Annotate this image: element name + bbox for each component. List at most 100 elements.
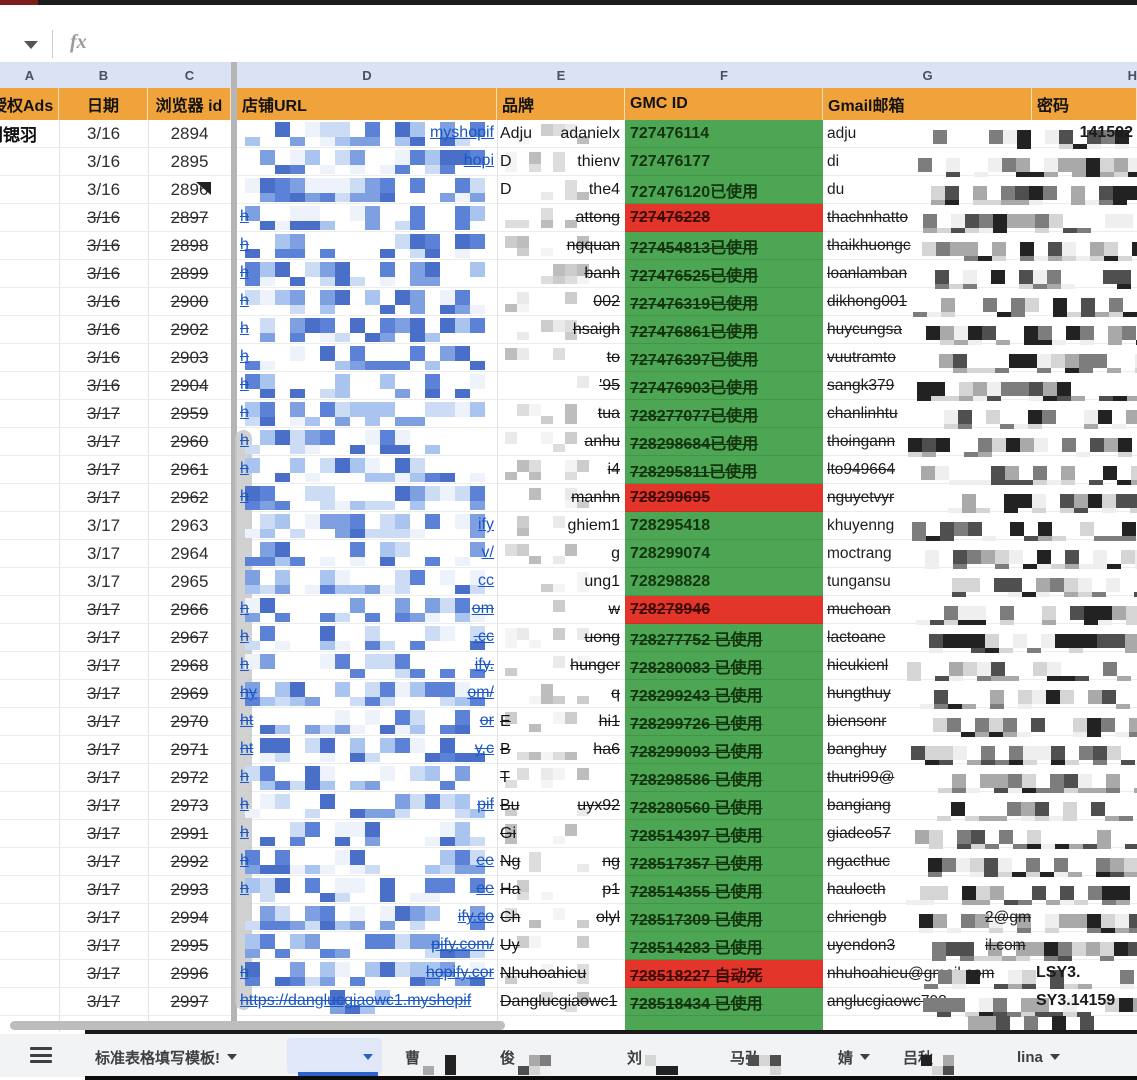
url-fragment-left[interactable]: h bbox=[240, 628, 249, 645]
cell-date[interactable]: 3/17 bbox=[59, 568, 148, 596]
cell-ads-owner[interactable] bbox=[0, 680, 59, 708]
cell-brand[interactable]: tua bbox=[497, 400, 625, 428]
cell-gmc-id[interactable]: 728514355 已使用 bbox=[625, 876, 823, 904]
cell-browser-id[interactable]: 2896 bbox=[148, 176, 231, 204]
url-fragment-left[interactable]: h bbox=[240, 852, 249, 869]
cell-shop-url[interactable]: h bbox=[237, 764, 497, 792]
cell-ads-owner[interactable]: 刘锶羽 bbox=[0, 120, 59, 148]
cell-date[interactable]: 3/16 bbox=[59, 176, 148, 204]
cell-browser-id[interactable]: 2904 bbox=[148, 372, 231, 400]
cell-brand[interactable]: attong bbox=[497, 204, 625, 232]
cell-brand[interactable]: T bbox=[497, 764, 625, 792]
cell-brand[interactable]: Adju adanielx bbox=[497, 120, 625, 148]
cell-browser-id[interactable]: 2959 bbox=[148, 400, 231, 428]
cell-brand[interactable]: '95 bbox=[497, 372, 625, 400]
cell-ads-owner[interactable] bbox=[0, 428, 59, 456]
sheet-tab-8[interactable]: lina bbox=[1017, 1042, 1060, 1072]
url-fragment-right[interactable]: .cc bbox=[473, 628, 494, 645]
url-fragment-right[interactable]: om/ bbox=[467, 684, 494, 701]
cell-browser-id[interactable]: 2971 bbox=[148, 736, 231, 764]
cell-browser-id[interactable]: 2963 bbox=[148, 512, 231, 540]
cell-gmc-id[interactable]: 728298684已使用 bbox=[625, 428, 823, 456]
url-fragment-left[interactable]: h bbox=[240, 348, 249, 365]
frozen-pane-divider[interactable] bbox=[231, 62, 237, 1032]
cell-ads-owner[interactable] bbox=[0, 848, 59, 876]
cell-ads-owner[interactable] bbox=[0, 596, 59, 624]
cell-browser-id[interactable]: 2995 bbox=[148, 932, 231, 960]
cell-date[interactable]: 3/17 bbox=[59, 848, 148, 876]
cell-gmc-id[interactable]: 728518227 自动死 bbox=[625, 960, 823, 988]
cell-date[interactable]: 3/16 bbox=[59, 120, 148, 148]
sheet-tab-4[interactable]: 刘 bbox=[627, 1042, 642, 1072]
cell-ads-owner[interactable] bbox=[0, 736, 59, 764]
active-tab-dropdown-icon[interactable] bbox=[363, 1054, 373, 1060]
cell-gmc-id[interactable]: 728277077已使用 bbox=[625, 400, 823, 428]
cell-browser-id[interactable]: 2973 bbox=[148, 792, 231, 820]
cell-browser-id[interactable]: 2996 bbox=[148, 960, 231, 988]
cell-ads-owner[interactable] bbox=[0, 484, 59, 512]
header-cell-3[interactable]: 店铺URL bbox=[237, 88, 497, 120]
header-cell-0[interactable]: 授权Ads bbox=[0, 88, 59, 120]
cell-gmail[interactable]: khuyenng bbox=[823, 512, 1137, 540]
cell-date[interactable]: 3/17 bbox=[59, 428, 148, 456]
cell-gmc-id[interactable]: 727454813已使用 bbox=[625, 232, 823, 260]
cell-brand[interactable]: anhu bbox=[497, 428, 625, 456]
cell-browser-id[interactable]: 2902 bbox=[148, 316, 231, 344]
cell-date[interactable]: 3/16 bbox=[59, 148, 148, 176]
column-header-d[interactable]: D bbox=[237, 62, 498, 88]
cell-ads-owner[interactable] bbox=[0, 316, 59, 344]
url-fragment-left[interactable]: h bbox=[240, 404, 249, 421]
cell-ads-owner[interactable] bbox=[0, 624, 59, 652]
url-fragment-right[interactable]: ee bbox=[476, 880, 494, 897]
cell-brand[interactable]: ung1 bbox=[497, 568, 625, 596]
cell-ads-owner[interactable] bbox=[0, 400, 59, 428]
cell-gmail[interactable]: adju bbox=[823, 120, 1137, 148]
cell-date[interactable]: 3/16 bbox=[59, 204, 148, 232]
header-cell-7[interactable]: 密码 bbox=[1032, 88, 1137, 120]
cell-shop-url[interactable]: cc bbox=[237, 568, 497, 596]
cell-date[interactable]: 3/17 bbox=[59, 680, 148, 708]
cell-shop-url[interactable]: h bbox=[237, 484, 497, 512]
cell-browser-id[interactable]: 2964 bbox=[148, 540, 231, 568]
cell-gmail[interactable]: moctrang bbox=[823, 540, 1137, 568]
url-fragment-right[interactable]: cc bbox=[478, 572, 494, 589]
url-fragment-right[interactable]: y.c bbox=[474, 740, 494, 757]
cell-shop-url[interactable]: h ify. bbox=[237, 652, 497, 680]
url-fragment-right[interactable]: hopify.cor bbox=[425, 964, 494, 981]
column-header-f[interactable]: F bbox=[625, 62, 824, 88]
cell-brand[interactable]: Nhuhoahieu bbox=[497, 960, 625, 988]
cell-ads-owner[interactable] bbox=[0, 568, 59, 596]
cell-browser-id[interactable]: 2899 bbox=[148, 260, 231, 288]
url-fragment-left[interactable]: h bbox=[240, 656, 249, 673]
cell-gmc-id[interactable]: 727476861已使用 bbox=[625, 316, 823, 344]
cell-shop-url[interactable]: h pif bbox=[237, 792, 497, 820]
cell-ads-owner[interactable] bbox=[0, 932, 59, 960]
cell-browser-id[interactable]: 2993 bbox=[148, 876, 231, 904]
cell-ads-owner[interactable] bbox=[0, 456, 59, 484]
header-cell-4[interactable]: 品牌 bbox=[497, 88, 625, 120]
cell-browser-id[interactable]: 2895 bbox=[148, 148, 231, 176]
cell-brand[interactable]: ngquan bbox=[497, 232, 625, 260]
cell-shop-url[interactable]: h ee bbox=[237, 876, 497, 904]
cell-browser-id[interactable]: 2898 bbox=[148, 232, 231, 260]
url-fragment-left[interactable]: hy bbox=[240, 684, 257, 701]
cell-gmc-id[interactable]: 727476120已使用 bbox=[625, 176, 823, 204]
url-fragment-left[interactable]: h bbox=[240, 824, 249, 841]
cell-ads-owner[interactable] bbox=[0, 764, 59, 792]
cell-shop-url[interactable]: h bbox=[237, 400, 497, 428]
cell-browser-id[interactable]: 2962 bbox=[148, 484, 231, 512]
cell-shop-url[interactable]: v/ bbox=[237, 540, 497, 568]
cell-browser-id[interactable]: 2968 bbox=[148, 652, 231, 680]
cell-shop-url[interactable]: h bbox=[237, 344, 497, 372]
cell-gmc-id[interactable]: 728514283 已使用 bbox=[625, 932, 823, 960]
cell-date[interactable]: 3/17 bbox=[59, 932, 148, 960]
cell-date[interactable]: 3/16 bbox=[59, 316, 148, 344]
cell-date[interactable]: 3/16 bbox=[59, 288, 148, 316]
url-fragment-right[interactable]: ify.co bbox=[457, 908, 494, 925]
column-header-b[interactable]: B bbox=[59, 62, 149, 88]
cell-gmc-id[interactable]: 728299726 已使用 bbox=[625, 708, 823, 736]
cell-brand[interactable]: 002 bbox=[497, 288, 625, 316]
cell-gmc-id[interactable]: 727476114 bbox=[625, 120, 823, 148]
cell-gmc-id[interactable]: 728280083 已使用 bbox=[625, 652, 823, 680]
